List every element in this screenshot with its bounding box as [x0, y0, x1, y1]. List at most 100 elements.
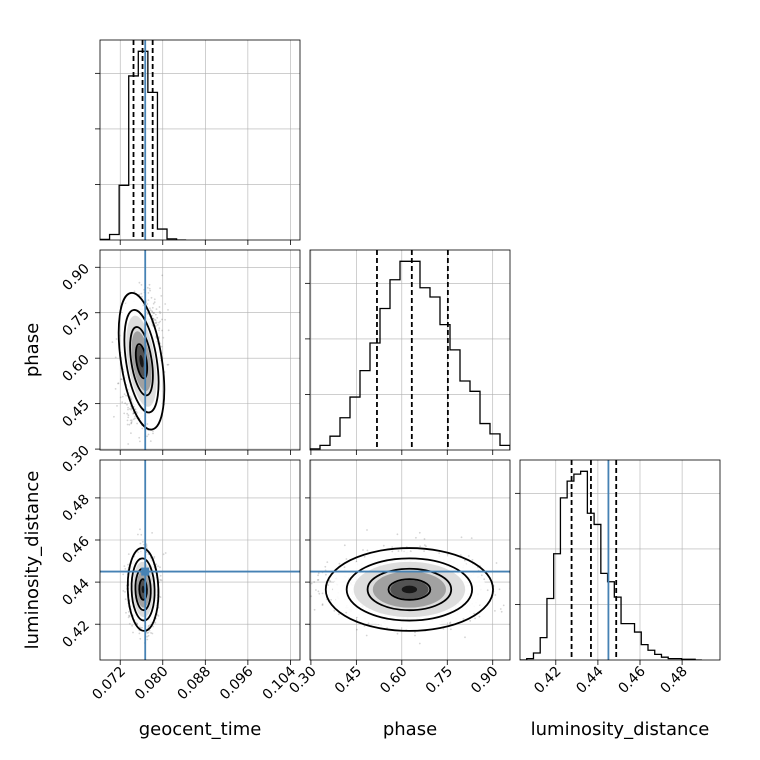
sample-point [135, 410, 138, 413]
sample-point [418, 531, 421, 534]
sample-point [159, 596, 162, 598]
sample-point [345, 558, 348, 560]
sample-point [136, 422, 139, 425]
sample-point [122, 573, 125, 576]
sample-point [123, 565, 126, 567]
sample-point [414, 634, 416, 637]
sample-point [147, 299, 150, 301]
sample-point [117, 382, 119, 385]
sample-point [494, 594, 497, 596]
truth-point [141, 567, 150, 576]
sample-point [127, 414, 130, 417]
density-contour [387, 578, 432, 601]
sample-point [307, 603, 309, 605]
sample-point [127, 553, 130, 555]
sample-point [124, 591, 126, 593]
density-contour [117, 291, 166, 431]
sample-point [126, 412, 129, 415]
sample-point [160, 579, 163, 582]
sample-point [154, 321, 157, 324]
sample-point [327, 584, 329, 586]
sample-point [133, 290, 136, 293]
histogram-phase [310, 260, 510, 450]
panel-frame [309, 459, 511, 661]
sample-point [134, 465, 136, 467]
sample-point [317, 579, 320, 581]
sample-point [326, 561, 329, 563]
sample-point [138, 281, 141, 284]
y-axis-label-phase: phase [22, 323, 43, 377]
panel-phase-luminosity_distance: 0.30 0.45 0.60 0.75 0.90 [286, 459, 515, 697]
sample-point [304, 595, 306, 597]
sample-point [130, 422, 133, 424]
sample-point [513, 577, 515, 579]
sample-point [366, 549, 369, 552]
sample-point [317, 572, 320, 575]
sample-point [147, 433, 150, 436]
sample-point [159, 320, 162, 323]
sample-point [337, 613, 340, 616]
density-contour [366, 567, 453, 612]
sample-point [113, 415, 115, 418]
sample-point [464, 636, 466, 639]
y-tick-label: 0.45 [59, 397, 92, 430]
sample-point [158, 306, 161, 308]
sample-point [139, 542, 142, 545]
panel-luminosity_distance-luminosity_distance: 0.42 0.44 0.46 0.48 [515, 459, 721, 697]
sample-point [153, 318, 156, 321]
sample-point [167, 309, 169, 311]
sample-point [145, 544, 148, 547]
histogram-luminosity_distance [520, 470, 702, 660]
sample-point [330, 599, 332, 601]
sample-point [151, 314, 154, 317]
panel-content [100, 40, 187, 240]
sample-point [130, 432, 132, 434]
sample-point [154, 319, 157, 322]
sample-point [316, 579, 319, 581]
sample-point [418, 642, 421, 645]
x-tick-label: 0.45 [332, 664, 365, 697]
sample-point [471, 559, 474, 561]
sample-point [449, 622, 451, 625]
sample-point [130, 421, 133, 423]
sample-point [425, 545, 427, 548]
sample-point [462, 618, 465, 620]
x-tick-label: 0.096 [217, 663, 257, 703]
sample-point [414, 631, 416, 634]
sample-point [152, 430, 154, 432]
sample-point [317, 590, 320, 593]
sample-point [116, 405, 118, 407]
sample-point [129, 419, 132, 422]
sample-point [423, 538, 426, 540]
sample-point [158, 336, 160, 338]
density-contour [130, 557, 156, 622]
sample-point [473, 612, 475, 615]
sample-point [146, 303, 149, 305]
sample-point [130, 408, 133, 411]
sample-point [153, 298, 156, 301]
sample-point [127, 563, 129, 566]
sample-point [132, 418, 135, 421]
sample-point [111, 341, 114, 343]
x-tick-label: 0.44 [573, 663, 606, 696]
sample-point [480, 574, 483, 577]
sample-point [474, 617, 476, 620]
sample-point [396, 533, 399, 536]
sample-point [367, 622, 370, 625]
sample-point [149, 289, 152, 292]
sample-point [362, 549, 364, 551]
sample-point [156, 613, 159, 616]
sample-point [139, 637, 142, 640]
panel-content [100, 460, 300, 660]
sample-point [140, 533, 143, 536]
sample-point [159, 287, 162, 290]
sample-point [128, 614, 130, 617]
sample-point [125, 394, 127, 397]
sample-point [131, 624, 134, 627]
sample-point [151, 311, 154, 314]
sample-point [159, 574, 162, 577]
sample-point [159, 566, 161, 569]
sample-point [365, 634, 368, 637]
sample-point [132, 412, 135, 415]
density-contour [345, 557, 474, 622]
